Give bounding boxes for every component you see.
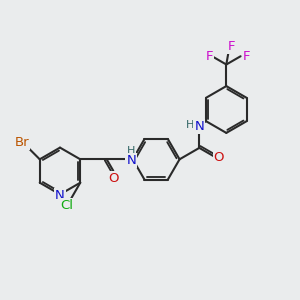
Text: Br: Br xyxy=(14,136,29,149)
Text: O: O xyxy=(108,172,119,185)
Text: N: N xyxy=(194,120,204,133)
Text: H: H xyxy=(127,146,135,156)
Text: O: O xyxy=(214,151,224,164)
Text: Cl: Cl xyxy=(61,200,74,212)
Text: F: F xyxy=(205,50,213,63)
Text: N: N xyxy=(55,189,65,203)
Text: F: F xyxy=(243,50,250,63)
Text: N: N xyxy=(126,154,136,167)
Text: H: H xyxy=(185,120,194,130)
Text: F: F xyxy=(228,40,235,53)
